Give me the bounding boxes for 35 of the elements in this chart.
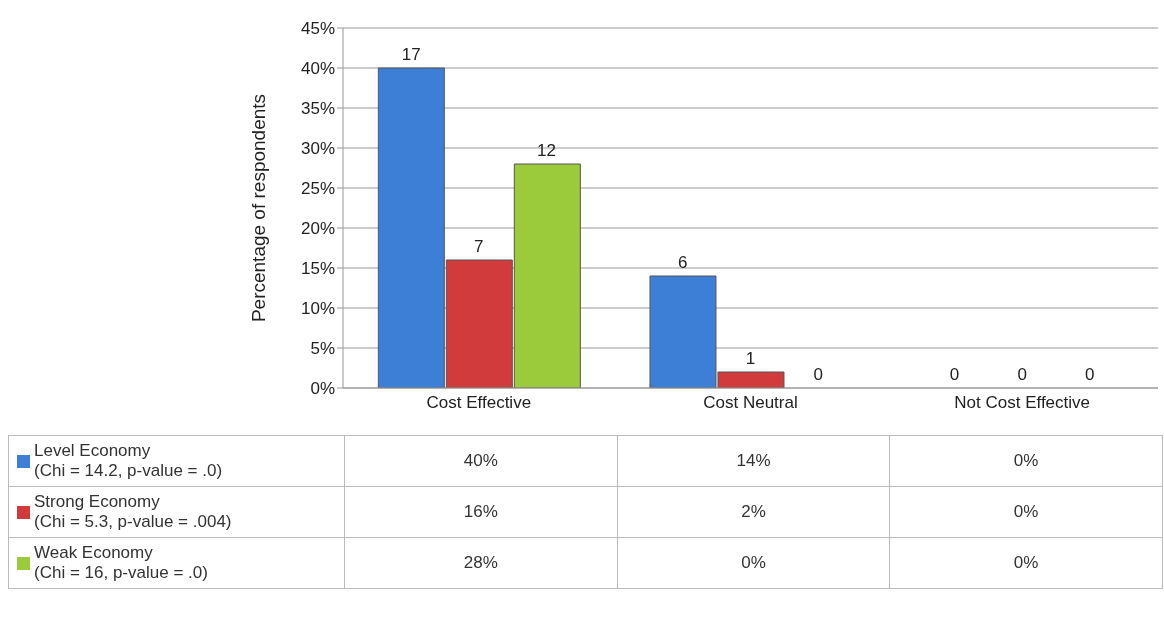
annotation: 12: [537, 141, 556, 160]
data-label: 40%: [344, 435, 618, 487]
annotation: 0: [813, 365, 823, 384]
x-tick-label: Cost Neutral: [703, 393, 798, 413]
data-label: 2%: [617, 486, 890, 538]
y-axis-title: Percentage of respondents: [247, 93, 269, 323]
data-label: 0%: [889, 486, 1163, 538]
y-tick-label: 40%: [300, 59, 335, 79]
legend-label: Strong Economy (Chi = 5.3, p-value = .004): [34, 492, 232, 532]
legend-label: Weak Economy (Chi = 16, p-value = .0): [34, 543, 208, 583]
x-tick-label: Cost Effective: [426, 393, 532, 413]
y-tick-label: 35%: [300, 99, 335, 119]
annotation: 7: [474, 237, 484, 256]
data-label: 28%: [344, 537, 618, 589]
annotation: 0: [1085, 365, 1095, 384]
y-tick-label: 15%: [300, 259, 335, 279]
annotation: 6: [678, 253, 688, 272]
y-tick-label: 30%: [300, 139, 335, 159]
y-tick-label: 45%: [300, 19, 335, 39]
data-label: 0%: [889, 435, 1163, 487]
x-tick-label: Not Cost Effective: [954, 393, 1091, 413]
data-label: 14%: [617, 435, 890, 487]
data-label: 0%: [889, 537, 1163, 589]
data-label: 0%: [617, 537, 890, 589]
data-label: 16%: [344, 486, 618, 538]
y-tick-label: 10%: [300, 299, 335, 319]
y-tick-label: 20%: [300, 219, 335, 239]
annotation: 0: [949, 365, 960, 384]
y-tick-label: 5%: [310, 339, 335, 359]
legend-label: Level Economy (Chi = 14.2, p-value = .0): [34, 441, 223, 481]
y-tick-label: 25%: [300, 179, 335, 199]
annotation: 17: [401, 45, 421, 64]
annotation: 1: [745, 349, 756, 368]
y-tick-label: 0%: [310, 379, 335, 399]
annotation: 0: [1017, 365, 1027, 384]
